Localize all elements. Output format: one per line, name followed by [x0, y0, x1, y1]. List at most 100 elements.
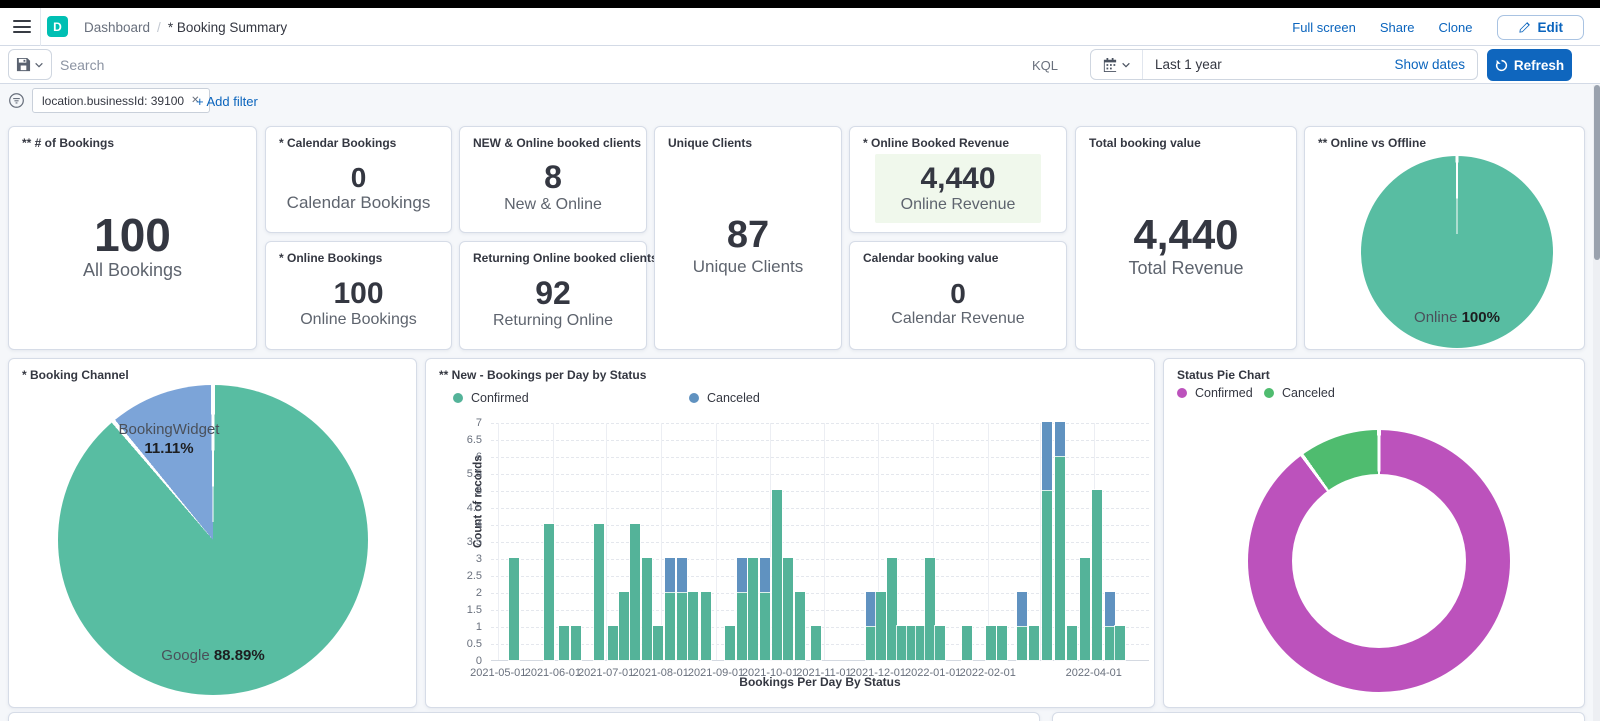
bar-segment-confirmed[interactable] [1054, 455, 1067, 661]
bar-segment-canceled[interactable] [675, 557, 688, 593]
bar-segment-confirmed[interactable] [569, 625, 582, 661]
stacked-bar[interactable] [1054, 421, 1067, 661]
bar-segment-confirmed[interactable] [592, 523, 605, 661]
bar-segment-confirmed[interactable] [758, 591, 771, 661]
stacked-bar[interactable] [781, 557, 794, 661]
bar-segment-confirmed[interactable] [914, 625, 927, 661]
bar-segment-confirmed[interactable] [629, 523, 642, 661]
bar-segment-confirmed[interactable] [906, 625, 919, 661]
scrollbar[interactable] [1593, 85, 1600, 721]
saved-query-menu-button[interactable] [8, 49, 52, 80]
bar-segment-confirmed[interactable] [675, 591, 688, 661]
stacked-bar[interactable] [1041, 421, 1053, 661]
filter-options-icon[interactable] [8, 92, 25, 109]
stacked-bar[interactable] [687, 591, 699, 661]
stacked-bar[interactable] [914, 625, 927, 661]
stacked-bar[interactable] [885, 557, 898, 661]
bar-segment-confirmed[interactable] [771, 489, 784, 661]
bar-segment-confirmed[interactable] [996, 625, 1009, 661]
bar-segment-canceled[interactable] [1054, 421, 1067, 457]
menu-icon[interactable] [11, 14, 39, 40]
show-dates-link[interactable]: Show dates [1394, 57, 1465, 72]
full-screen-link[interactable]: Full screen [1292, 19, 1356, 35]
stacked-bar[interactable] [771, 489, 784, 661]
bar-segment-canceled[interactable] [735, 557, 748, 593]
stacked-bar[interactable] [810, 625, 823, 661]
time-range-value[interactable]: Last 1 year [1155, 57, 1222, 72]
bar-segment-canceled[interactable] [663, 557, 676, 593]
booking-channel-pie[interactable] [58, 385, 368, 695]
bar-segment-confirmed[interactable] [1027, 625, 1040, 661]
bar-segment-confirmed[interactable] [896, 625, 909, 661]
bar-segment-confirmed[interactable] [723, 625, 736, 661]
bar-segment-confirmed[interactable] [1091, 489, 1104, 661]
edit-button[interactable]: Edit [1496, 14, 1584, 40]
bar-segment-canceled[interactable] [1041, 421, 1053, 491]
clone-link[interactable]: Clone [1438, 19, 1473, 35]
stacked-bar[interactable] [875, 591, 888, 661]
stacked-bar[interactable] [1016, 591, 1028, 661]
scrollbar-thumb[interactable] [1593, 85, 1600, 260]
stacked-bar[interactable] [758, 557, 771, 661]
bar-segment-confirmed[interactable] [542, 523, 555, 661]
stacked-bar[interactable] [558, 625, 571, 661]
bar-segment-confirmed[interactable] [700, 591, 713, 661]
bar-segment-confirmed[interactable] [1114, 625, 1127, 661]
stacked-bar[interactable] [746, 557, 759, 661]
stacked-bar[interactable] [592, 523, 605, 661]
bar-segment-confirmed[interactable] [558, 625, 571, 661]
bar-segment-confirmed[interactable] [985, 625, 998, 661]
legend-item-confirmed[interactable]: Confirmed [453, 391, 529, 405]
stacked-bar[interactable] [569, 625, 582, 661]
stacked-bar[interactable] [1079, 557, 1092, 661]
stacked-bar[interactable] [933, 625, 946, 661]
bar-segment-confirmed[interactable] [606, 625, 619, 661]
legend-item-canceled[interactable]: Canceled [1264, 386, 1335, 400]
stacked-bar[interactable] [896, 625, 909, 661]
stacked-bar[interactable] [923, 557, 936, 661]
bar-segment-canceled[interactable] [865, 591, 878, 627]
stacked-bar[interactable] [1104, 591, 1117, 661]
stacked-bar[interactable] [960, 625, 973, 661]
bar-segment-canceled[interactable] [1016, 591, 1028, 627]
stacked-bar[interactable] [675, 557, 688, 661]
bar-segment-confirmed[interactable] [1079, 557, 1092, 661]
bar-segment-confirmed[interactable] [640, 557, 653, 661]
stacked-bar[interactable] [606, 625, 619, 661]
bar-segment-confirmed[interactable] [1066, 625, 1078, 661]
stacked-bar[interactable] [906, 625, 919, 661]
breadcrumb-dashboard[interactable]: Dashboard [84, 19, 151, 35]
bar-segment-confirmed[interactable] [1104, 625, 1117, 661]
calendar-menu-button[interactable] [1091, 50, 1143, 79]
stacked-bar[interactable] [723, 625, 736, 661]
stacked-bar[interactable] [700, 591, 713, 661]
kql-button[interactable]: KQL [1032, 57, 1059, 73]
bar-segment-confirmed[interactable] [865, 625, 878, 661]
bar-segment-confirmed[interactable] [933, 625, 946, 661]
stacked-bar[interactable] [640, 557, 653, 661]
legend-item-canceled[interactable]: Canceled [689, 391, 760, 405]
stacked-bar[interactable] [1027, 625, 1040, 661]
stacked-bar[interactable] [865, 591, 878, 661]
filter-pill-businessid[interactable]: location.businessId: 39100 ✕ [32, 88, 210, 113]
bar-segment-confirmed[interactable] [508, 557, 521, 661]
share-link[interactable]: Share [1379, 19, 1415, 35]
stacked-bar[interactable] [542, 523, 555, 661]
legend-item-confirmed[interactable]: Confirmed [1177, 386, 1253, 400]
stacked-bar[interactable] [652, 625, 665, 661]
stacked-bar[interactable] [1066, 625, 1078, 661]
bar-segment-confirmed[interactable] [781, 557, 794, 661]
add-filter-link[interactable]: + Add filter [196, 93, 258, 109]
search-input[interactable] [60, 49, 1020, 80]
refresh-button[interactable]: Refresh [1487, 49, 1572, 81]
stacked-bar[interactable] [629, 523, 642, 661]
dashboard-app-icon[interactable]: D [47, 16, 68, 37]
bar-segment-canceled[interactable] [758, 557, 771, 593]
bar-segment-confirmed[interactable] [1016, 625, 1028, 661]
bar-segment-confirmed[interactable] [617, 591, 630, 661]
stacked-bar[interactable] [617, 591, 630, 661]
bar-segment-confirmed[interactable] [687, 591, 699, 661]
bar-segment-confirmed[interactable] [652, 625, 665, 661]
stacked-bar[interactable] [735, 557, 748, 661]
bar-segment-confirmed[interactable] [810, 625, 823, 661]
